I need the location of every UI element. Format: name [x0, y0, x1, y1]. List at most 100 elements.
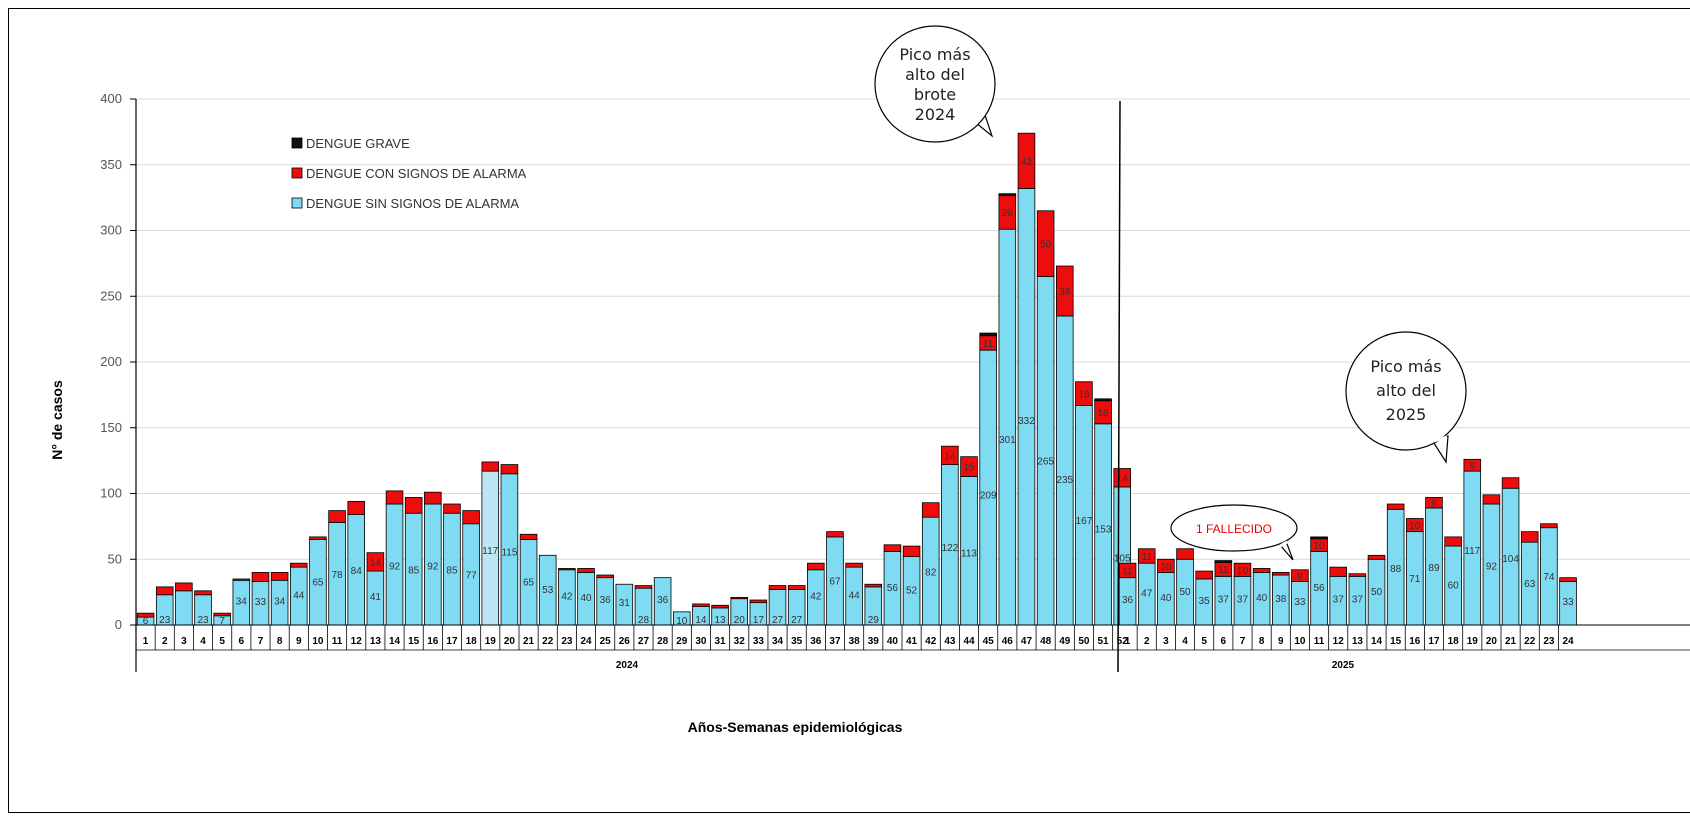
week-label: 2: [1144, 636, 1150, 647]
sin-label: 40: [1160, 593, 1172, 604]
week-label: 6: [239, 636, 245, 647]
sin-label: 42: [810, 592, 822, 603]
bar-con-2024-w6: [232, 578, 251, 581]
bar-grave-2025-w11: [1310, 536, 1328, 540]
bar-con-2024-w11: [328, 510, 346, 523]
y-tick-label: 50: [108, 551, 122, 566]
bar-con-2025-w19: [1463, 458, 1482, 472]
con-label: 10: [1314, 541, 1326, 552]
bar-con-2025-w4: [1176, 548, 1194, 560]
sin-label: 27: [791, 615, 803, 626]
sin-label: 6: [143, 616, 149, 627]
bar-con-2024-w2: [155, 586, 174, 596]
week-label: 21: [523, 636, 535, 647]
con-label: 14: [370, 558, 382, 569]
callout-text: brote: [914, 85, 956, 104]
week-label: 37: [829, 636, 841, 647]
sin-label: 42: [561, 592, 573, 603]
bar-con-2024-w35: [787, 585, 806, 590]
bar-con-2024-w37: [826, 531, 844, 538]
week-label: 5: [1201, 636, 1207, 647]
con-label: 10: [1409, 521, 1421, 532]
sin-label: 92: [1486, 561, 1498, 572]
con-label: 42: [1021, 157, 1033, 168]
sin-label: 35: [1199, 596, 1211, 607]
bar-con-2025-w21: [1501, 477, 1520, 489]
sin-label: 40: [1256, 593, 1268, 604]
week-label: 30: [695, 636, 707, 647]
sin-label: 265: [1037, 457, 1054, 468]
con-label: 50: [1040, 240, 1052, 251]
sin-label: 7: [219, 616, 225, 627]
bar-con-2024-w8: [270, 572, 289, 581]
sin-label: 153: [1095, 524, 1112, 535]
sin-label: 37: [1333, 595, 1345, 606]
week-label: 8: [277, 636, 283, 647]
sin-label: 115: [501, 547, 517, 558]
sin-label: 13: [715, 615, 727, 626]
bar-con-2024-w9: [289, 562, 308, 568]
con-label: 18: [1078, 390, 1090, 401]
week-label: 36: [810, 636, 822, 647]
con-label: 8: [1431, 499, 1437, 510]
callout-death: [1170, 504, 1298, 552]
week-label: 15: [1390, 636, 1402, 647]
legend: DENGUE GRAVE DENGUE CON SIGNOS DE ALARMA D…: [291, 136, 527, 211]
sin-label: 89: [1428, 563, 1440, 574]
week-label: 17: [1428, 636, 1440, 647]
week-label: 10: [312, 636, 324, 647]
bar-grave-2024-w46: [998, 193, 1017, 197]
week-label: 19: [485, 636, 497, 647]
week-label: 45: [983, 636, 995, 647]
bar-con-2024-w14: [385, 490, 404, 505]
week-label: 20: [504, 636, 516, 647]
sin-label: 41: [370, 592, 382, 603]
week-label: 49: [1059, 636, 1071, 647]
bar-con-2024-w38: [845, 562, 863, 568]
sin-label: 105: [1114, 553, 1131, 564]
sin-label: 37: [1352, 595, 1364, 606]
bar-con-2024-w27: [634, 585, 653, 589]
week-label: 12: [1333, 636, 1345, 647]
bar-con-2025-w7: [1233, 562, 1252, 577]
y-tick-label: 150: [100, 420, 122, 435]
bar-con-2025-w8: [1252, 568, 1271, 573]
bar-con-2025-w18: [1444, 536, 1462, 547]
week-label: 28: [657, 636, 669, 647]
bar-con-2024-w42: [921, 502, 940, 518]
sin-label: 28: [638, 615, 650, 626]
sin-label: 67: [829, 576, 841, 587]
week-label: 18: [466, 636, 478, 647]
week-label: 40: [887, 636, 899, 647]
y-tick-label: 350: [100, 157, 122, 172]
bar-con-2025-w15: [1386, 503, 1405, 510]
bar-con-2025-w12: [1329, 566, 1347, 577]
sin-label: 167: [1076, 516, 1093, 527]
week-label: 47: [1021, 636, 1033, 647]
bar-con-2024-w3: [175, 582, 193, 592]
week-label: 18: [1448, 636, 1460, 647]
sin-label: 38: [1275, 594, 1287, 605]
week-label: 50: [1078, 636, 1090, 647]
week-label: 1: [143, 636, 149, 647]
week-label: 34: [772, 636, 784, 647]
sin-label: 65: [523, 578, 535, 589]
bar-con-2024-w16: [424, 491, 442, 505]
bar-con-2025-w9: [1272, 572, 1290, 576]
sin-label: 23: [197, 615, 209, 626]
callout-text: 2024: [915, 105, 956, 124]
legend-label-grave: DENGUE GRAVE: [306, 136, 410, 151]
week-label: 27: [638, 636, 650, 647]
y-tick-label: 200: [100, 354, 122, 369]
bar-con-2025-w20: [1482, 494, 1501, 505]
legend-swatch-sin: [291, 197, 303, 209]
sin-label: 74: [1543, 572, 1555, 583]
year-label-2025: 2025: [1332, 660, 1355, 671]
week-label: 46: [1002, 636, 1014, 647]
sin-label: 65: [312, 578, 324, 589]
callout-peak-2024: [874, 25, 996, 143]
week-label: 19: [1467, 636, 1479, 647]
sin-label: 33: [255, 597, 267, 608]
week-label: 16: [1409, 636, 1421, 647]
